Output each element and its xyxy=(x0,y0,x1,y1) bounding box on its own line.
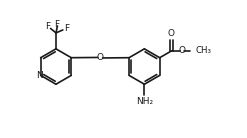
Text: N: N xyxy=(36,71,43,80)
Text: F: F xyxy=(55,20,60,29)
Text: O: O xyxy=(178,47,185,55)
Text: O: O xyxy=(168,29,175,38)
Text: F: F xyxy=(45,22,50,31)
Text: F: F xyxy=(64,24,69,33)
Text: CH₃: CH₃ xyxy=(196,47,212,55)
Text: NH₂: NH₂ xyxy=(136,96,153,106)
Text: O: O xyxy=(97,53,104,62)
